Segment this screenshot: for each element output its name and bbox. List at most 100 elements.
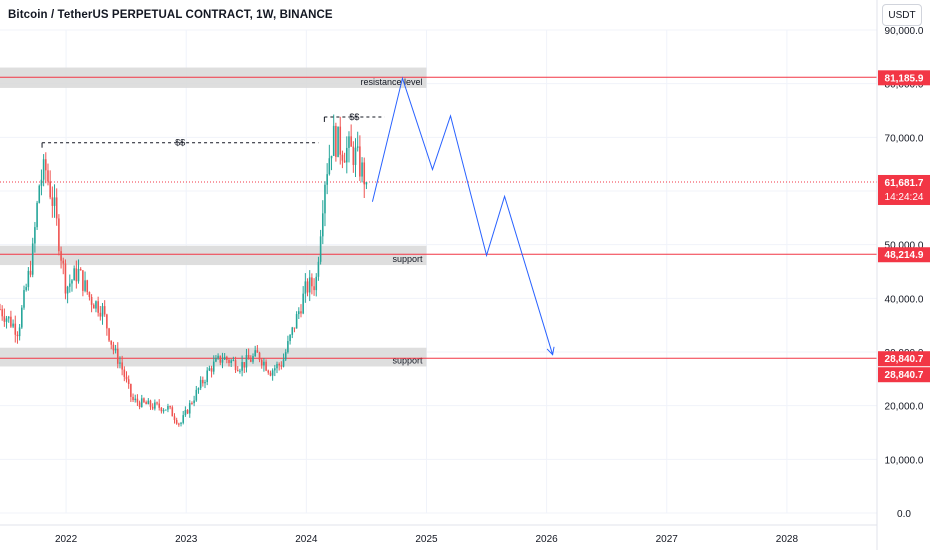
y-tick-label: 20,000.0 — [885, 402, 924, 413]
candle-body — [306, 281, 309, 293]
candle-body — [12, 323, 14, 327]
liquidity-label: $$ — [349, 112, 359, 122]
candle-body — [38, 185, 41, 203]
candle-body — [112, 344, 115, 351]
candle-body — [352, 146, 355, 165]
candle-body — [278, 364, 280, 366]
candle-body — [138, 402, 141, 407]
candle-body — [219, 355, 222, 363]
candle-body — [51, 197, 54, 206]
candle-body — [49, 181, 51, 198]
candle-body — [321, 213, 324, 237]
x-tick-label: 2025 — [415, 534, 438, 545]
candle-body — [160, 407, 163, 412]
zone-label: support — [392, 355, 423, 365]
candle-body — [365, 181, 368, 185]
candle-body — [34, 227, 36, 244]
candle-body — [247, 354, 250, 360]
x-tick-label: 2026 — [535, 534, 558, 545]
candle-body — [164, 409, 167, 411]
candle-body — [27, 270, 30, 288]
candle-body — [173, 416, 176, 421]
candle-body — [147, 400, 150, 405]
candle-body — [337, 126, 339, 157]
candle-body — [350, 136, 352, 147]
candle-body — [263, 361, 265, 366]
candle-body — [267, 370, 270, 373]
candle-body — [154, 402, 156, 409]
projection-arrowhead — [546, 346, 555, 356]
candle-body — [300, 311, 302, 314]
candle-body — [121, 362, 123, 370]
candle-body — [332, 125, 335, 156]
x-tick-label: 2022 — [55, 534, 78, 545]
currency-selector[interactable]: USDT — [882, 4, 922, 26]
candle-body — [151, 406, 154, 409]
candle-body — [158, 403, 161, 408]
candle-body — [239, 370, 241, 372]
candle-body — [298, 311, 300, 315]
candle-body — [197, 388, 200, 390]
candle-body — [212, 361, 215, 372]
candle-body — [156, 402, 158, 404]
liquidity-label: $$ — [175, 138, 185, 148]
candle-body — [55, 197, 58, 219]
candle-body — [84, 280, 86, 291]
candle-body — [328, 158, 331, 175]
candle-body — [330, 155, 333, 159]
x-tick-label: 2023 — [175, 534, 198, 545]
price-label-text: 28,840.7 — [885, 370, 924, 381]
y-tick-label: 10,000.0 — [885, 455, 924, 466]
candle-body — [101, 306, 104, 317]
candle-body — [62, 260, 65, 264]
y-tick-label: 90,000.0 — [885, 26, 924, 37]
candle-body — [145, 402, 147, 405]
candle-body — [319, 236, 322, 262]
candle-body — [195, 389, 198, 401]
candle-body — [90, 297, 93, 305]
candle-body — [250, 359, 252, 362]
price-label-text: 81,185.9 — [885, 73, 924, 84]
candle-body — [217, 355, 219, 359]
candle-body — [116, 348, 119, 364]
candle-body — [208, 368, 211, 371]
candle-body — [243, 362, 246, 368]
candle-body — [315, 276, 318, 291]
candle-body — [317, 261, 320, 277]
candle-body — [324, 184, 326, 214]
projection-path[interactable] — [371, 76, 554, 355]
y-tick-label: 70,000.0 — [885, 133, 924, 144]
candle-body — [71, 280, 73, 284]
candle-body — [180, 422, 182, 424]
candle-body — [354, 147, 357, 165]
candle-body — [313, 286, 315, 291]
y-tick-label: 50,000.0 — [885, 241, 924, 252]
candle-body — [282, 359, 285, 367]
candle-body — [79, 268, 82, 271]
candle-body — [60, 251, 62, 261]
candle-body — [302, 293, 304, 314]
candle-body — [68, 283, 71, 287]
candle-body — [14, 323, 17, 335]
candle-body — [184, 410, 187, 416]
candle-body — [149, 400, 152, 407]
candle-body — [110, 340, 113, 345]
candle-body — [348, 136, 350, 148]
candle-body — [127, 379, 130, 385]
y-tick-label: 40,000.0 — [885, 294, 924, 305]
candle-body — [178, 423, 180, 425]
price-label-text: 28,840.7 — [885, 354, 924, 365]
candle-body — [284, 352, 287, 360]
candle-body — [36, 202, 38, 228]
candle-body — [103, 306, 106, 315]
candle-body — [335, 125, 337, 157]
candle-body — [3, 316, 6, 322]
candle-body — [228, 359, 230, 364]
candle-body — [206, 370, 209, 383]
candle-body — [260, 359, 263, 366]
candle-body — [276, 364, 278, 369]
candle-body — [232, 360, 235, 362]
candle-body — [230, 360, 232, 364]
candle-body — [345, 147, 348, 163]
